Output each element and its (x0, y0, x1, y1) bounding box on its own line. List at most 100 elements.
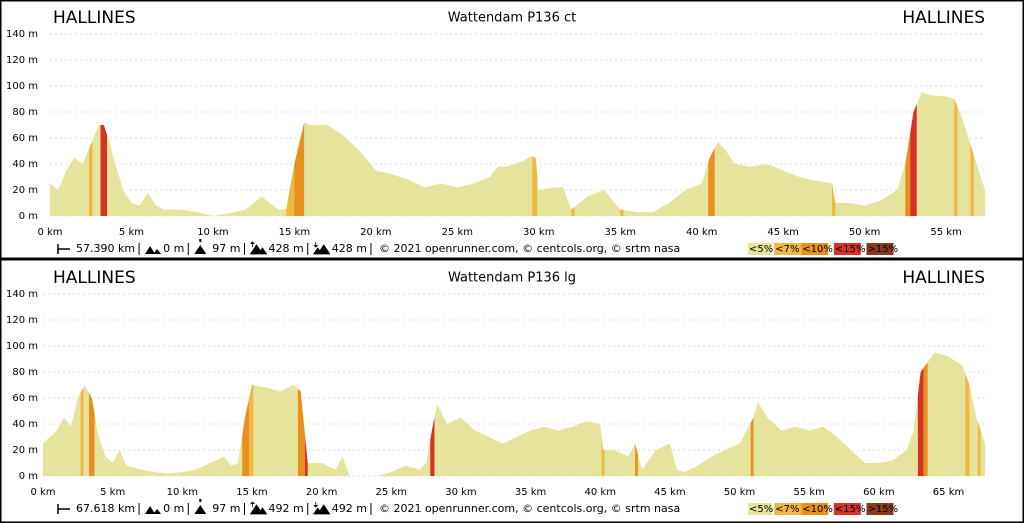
legend-swatch (774, 503, 802, 515)
x-tick-label: 60 km (863, 487, 894, 498)
legend-swatch (748, 503, 772, 515)
stat-icon (57, 244, 70, 254)
grade-segment (100, 92, 108, 216)
grade-segment (88, 352, 95, 476)
grade-segment (923, 352, 928, 476)
x-tick-label: 45 km (654, 487, 685, 498)
legend-swatch (774, 243, 802, 255)
grade-segment (917, 352, 924, 476)
grade-segment (249, 352, 254, 476)
legend-swatch (833, 503, 861, 515)
grade-segment (80, 352, 84, 476)
x-tick-label: 20 km (360, 227, 391, 238)
x-tick-label: 45 km (767, 227, 798, 238)
start-label: HALLINES (53, 8, 136, 28)
legend-swatch (833, 243, 861, 255)
chart-title: Wattendam P136 lg (448, 271, 576, 286)
grade-segment (905, 92, 911, 216)
end-label: HALLINES (902, 8, 985, 28)
x-tick-label: 25 km (442, 227, 473, 238)
start-label: HALLINES (53, 268, 136, 288)
stat-icon (194, 239, 207, 254)
x-tick-label: 0 km (30, 487, 55, 498)
icon-shape (145, 246, 162, 254)
x-tick-label: 65 km (933, 487, 964, 498)
grade-segment (294, 92, 305, 216)
y-tick-label: 20 m (12, 445, 38, 456)
stat-text: © 2021 openrunner.com, © centcols.org, ©… (379, 242, 680, 255)
stat-text: 0 m (163, 242, 184, 255)
stat-icon (57, 504, 70, 514)
stat-icon (312, 502, 331, 515)
legend-label: >15% (867, 504, 898, 515)
x-tick-label: 10 km (167, 487, 198, 498)
icon-shape (249, 501, 268, 515)
stat-icon (145, 246, 162, 254)
stat-text: 57.390 km (76, 242, 135, 255)
grade-segment (910, 92, 917, 216)
elevation-area (43, 352, 985, 476)
grade-segment (965, 352, 970, 476)
stat-text: 97 m (212, 502, 240, 515)
stat-text: 97 m (212, 242, 240, 255)
stat-text: 492 m (269, 502, 304, 515)
legend-swatch (866, 503, 894, 515)
grade-segment (242, 352, 250, 476)
x-tick-label: 55 km (793, 487, 824, 498)
y-tick-label: 20 m (12, 185, 38, 196)
legend-swatch (801, 503, 829, 515)
grade-segment (954, 92, 958, 216)
icon-shape (312, 502, 331, 515)
stat-icon (249, 501, 268, 515)
stat-text: 428 m (269, 242, 304, 255)
y-tick-label: 0 m (19, 211, 38, 222)
x-tick-label: 55 km (930, 227, 961, 238)
x-tick-label: 30 km (445, 487, 476, 498)
icon-shape (194, 499, 207, 514)
chart-title: Wattendam P136 ct (448, 11, 576, 26)
x-tick-label: 5 km (100, 487, 125, 498)
legend-label: <10% (802, 504, 833, 515)
y-tick-label: 140 m (6, 289, 38, 300)
legend-label: <7% (775, 244, 799, 255)
icon-shape (57, 504, 70, 514)
stat-text: 0 m (163, 502, 184, 515)
icon-shape (249, 241, 268, 255)
x-tick-label: 25 km (376, 487, 407, 498)
stat-icon (194, 499, 207, 514)
x-tick-label: 40 km (686, 227, 717, 238)
x-tick-label: 0 km (37, 227, 62, 238)
x-tick-label: 15 km (279, 227, 310, 238)
x-tick-label: 35 km (515, 487, 546, 498)
y-tick-label: 100 m (6, 341, 38, 352)
legend-swatch (801, 243, 829, 255)
x-tick-label: 10 km (197, 227, 228, 238)
icon-shape (312, 242, 331, 255)
icon-shape (194, 239, 207, 254)
y-tick-label: 120 m (6, 315, 38, 326)
x-tick-label: 15 km (236, 487, 267, 498)
x-tick-label: 20 km (306, 487, 337, 498)
grade-segment (297, 352, 305, 476)
end-label: HALLINES (902, 268, 985, 288)
stat-icon (249, 241, 268, 255)
x-tick-label: 50 km (849, 227, 880, 238)
y-tick-label: 80 m (12, 107, 38, 118)
stat-text: 428 m (332, 242, 367, 255)
x-tick-label: 50 km (724, 487, 755, 498)
y-tick-label: 60 m (12, 133, 38, 144)
y-tick-label: 0 m (19, 471, 38, 482)
legend-label: <5% (749, 504, 773, 515)
stat-icon (145, 506, 162, 514)
y-tick-label: 120 m (6, 55, 38, 66)
x-tick-label: 5 km (119, 227, 144, 238)
icon-shape (57, 244, 70, 254)
legend-swatch (748, 243, 772, 255)
legend-label: <15% (835, 244, 866, 255)
stat-text: 67.618 km (76, 502, 135, 515)
legend-label: <10% (802, 244, 833, 255)
legend-label: >15% (867, 244, 898, 255)
